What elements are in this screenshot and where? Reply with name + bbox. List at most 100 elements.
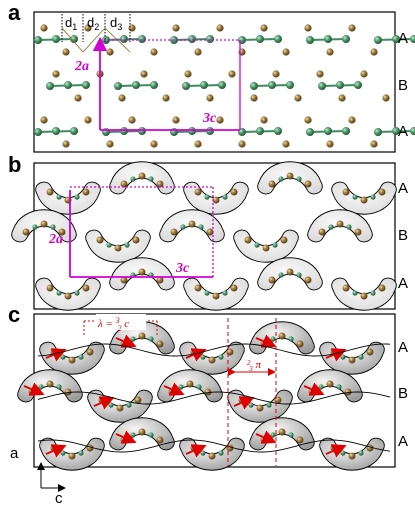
green-atom: [324, 127, 332, 135]
chain-segment: [306, 127, 350, 136]
gold-atom: [40, 24, 48, 32]
gold-atom: [156, 436, 164, 444]
gold-atom: [216, 24, 224, 32]
molecule: [183, 277, 249, 311]
molecule: [183, 181, 249, 215]
green-atom: [256, 127, 264, 135]
gold-atom: [172, 24, 180, 32]
gold-atom: [68, 452, 76, 460]
panel-c-label: c: [8, 302, 20, 327]
gold-atom: [366, 348, 374, 356]
moment-arrow: [23, 382, 45, 396]
molecule: [319, 437, 385, 471]
axis-label-a: a: [10, 445, 19, 462]
green-atom: [148, 336, 154, 342]
green-atom: [370, 290, 376, 296]
gold-atom: [326, 140, 334, 148]
green-atom: [274, 127, 282, 135]
layer-label-A-top: A: [398, 30, 408, 47]
panel-a-frame: [33, 11, 396, 153]
layer-label-c-B: B: [398, 385, 408, 402]
green-atom: [346, 224, 352, 230]
gold-atom: [46, 284, 54, 292]
green-atom: [52, 35, 60, 43]
chain-segment: [238, 35, 282, 44]
gold-atom: [382, 94, 390, 102]
green-atom: [222, 194, 228, 200]
gold-atom: [134, 396, 142, 404]
gold-atom: [282, 48, 290, 56]
helix-chain: [37, 391, 391, 405]
green-atom: [342, 35, 350, 43]
gold-atom: [206, 94, 214, 102]
helix-chain: [37, 439, 391, 453]
green-atom: [358, 354, 364, 360]
molecule: [39, 437, 105, 471]
molecule: [257, 161, 323, 195]
green-atom: [278, 272, 284, 278]
gold-atom: [64, 388, 72, 396]
green-atom: [218, 354, 224, 360]
gold-atom: [216, 116, 224, 124]
green-atom: [278, 176, 284, 182]
green-atom: [222, 290, 228, 296]
green-atom: [78, 354, 84, 360]
green-atom: [288, 432, 294, 438]
gold-atom: [278, 428, 286, 436]
molecule: [109, 161, 175, 195]
layer-label-A-bottom: A: [398, 123, 408, 140]
chain-segment: [114, 81, 158, 90]
gold-atom: [120, 180, 128, 188]
gold-atom: [194, 284, 202, 292]
gold-atom: [128, 116, 136, 124]
moment-arrow: [45, 444, 67, 458]
gold-atom: [268, 276, 276, 284]
gold-atom: [52, 70, 60, 78]
gold-atom: [348, 24, 356, 32]
green-atom: [130, 336, 136, 342]
molecule: [85, 229, 151, 263]
moment-arrow: [325, 444, 347, 458]
layer-label-B: B: [398, 77, 408, 94]
gold-atom: [348, 452, 356, 460]
gold-atom: [120, 276, 128, 284]
gold-atom: [206, 228, 214, 236]
gold-atom: [286, 268, 294, 276]
green-atom: [138, 127, 146, 135]
molecule: [17, 369, 83, 403]
moment-arrow: [185, 444, 207, 458]
molecule: [249, 321, 315, 355]
green-atom: [340, 354, 346, 360]
molecule: [35, 181, 101, 215]
gold-atom: [138, 268, 146, 276]
gold-atom: [46, 188, 54, 196]
green-atom: [74, 290, 80, 296]
green-atom: [340, 450, 346, 456]
green-atom: [354, 81, 362, 89]
green-atom: [120, 35, 128, 43]
green-atom: [114, 82, 122, 90]
green-atom: [200, 354, 206, 360]
gold-atom: [150, 48, 158, 56]
green-atom: [138, 35, 146, 43]
green-atom: [74, 194, 80, 200]
green-atom: [108, 402, 114, 408]
gold-atom: [116, 404, 124, 412]
green-atom: [218, 81, 226, 89]
molecule: [87, 389, 153, 423]
layer-label-b-A-bottom: A: [398, 275, 408, 292]
molecule: [297, 369, 363, 403]
molecule: [249, 417, 315, 451]
gold-atom: [40, 220, 48, 228]
gold-atom: [260, 116, 268, 124]
moment-arrow: [255, 430, 277, 444]
gold-atom: [296, 436, 304, 444]
gold-atom: [186, 380, 194, 388]
green-atom: [336, 384, 342, 390]
axes-indicator: a c: [10, 445, 66, 507]
cell-label-3c: 3c: [202, 111, 217, 126]
molecule: [331, 181, 397, 215]
panel-b-molecules: [11, 161, 397, 311]
gold-atom: [342, 284, 350, 292]
